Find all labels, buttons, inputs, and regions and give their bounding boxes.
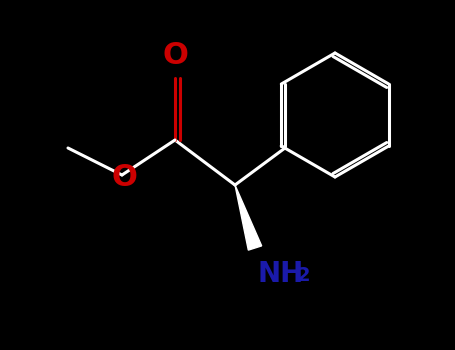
Text: O: O xyxy=(111,162,137,191)
Text: O: O xyxy=(162,41,188,70)
Text: NH: NH xyxy=(257,260,303,288)
Text: 2: 2 xyxy=(297,266,311,285)
Polygon shape xyxy=(235,185,262,250)
